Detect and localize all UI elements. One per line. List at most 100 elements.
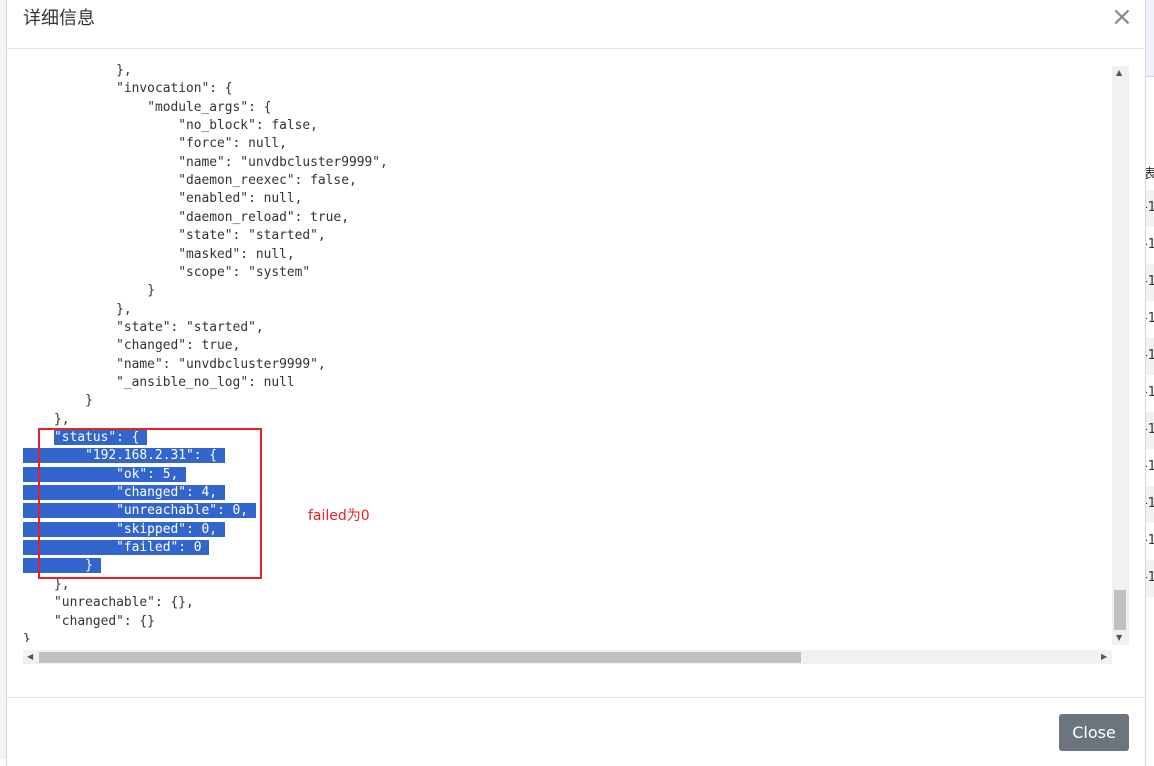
selected-text: "unreachable": 0, [23, 503, 256, 519]
code-line: "_ansible_no_log": null [23, 374, 295, 392]
code-text: }, [116, 301, 132, 317]
vertical-scroll-thumb[interactable] [1114, 590, 1126, 630]
selected-text: "changed": 4, [23, 485, 225, 501]
code-line: "daemon_reload": true, [23, 209, 349, 227]
background-row-text: -1 [1145, 200, 1154, 215]
code-text: "changed": {} [54, 613, 155, 629]
scroll-up-icon[interactable]: ▲ [1116, 68, 1123, 77]
code-line: } [23, 282, 155, 300]
code-line: "masked": null, [23, 246, 295, 264]
code-text: "enabled": null, [178, 191, 303, 207]
header-divider [7, 48, 1145, 49]
selected-text: "status": { [54, 430, 148, 445]
code-line: "force": null, [23, 135, 287, 153]
code-line: "no_block": false, [23, 117, 318, 135]
horizontal-scroll-thumb[interactable] [39, 652, 801, 663]
background-row-stripe [1145, 190, 1154, 227]
background-row-stripe [1145, 264, 1154, 301]
selected-text: } [23, 558, 101, 574]
footer-divider [7, 697, 1145, 698]
code-text: "name": "unvdbcluster9999", [116, 356, 326, 372]
code-text: "invocation": { [116, 81, 233, 97]
code-line: "unreachable": 0, [23, 502, 256, 520]
background-page-left [0, 0, 6, 759]
close-icon[interactable]: × [1111, 2, 1133, 32]
code-text: "no_block": false, [178, 118, 318, 134]
vertical-scrollbar[interactable]: ▲ ▼ [1112, 66, 1129, 645]
code-line: "state": "started", [23, 319, 264, 337]
selected-text: "ok": 5, [23, 466, 186, 482]
code-line: } [23, 557, 101, 575]
code-line: "state": "started", [23, 227, 326, 245]
background-row-text: -1 [1145, 385, 1154, 400]
background-row-text: -1 [1145, 496, 1154, 511]
dialog-title: 详细信息 [23, 8, 95, 29]
code-line: "changed": 4, [23, 484, 225, 502]
background-row-stripe [1145, 560, 1154, 597]
background-row-text: -1 [1145, 533, 1154, 548]
code-line: "changed": true, [23, 337, 240, 355]
background-row-text: -1 [1145, 237, 1154, 252]
code-text: } [23, 631, 31, 642]
code-text: "changed": true, [116, 338, 241, 354]
code-line: "invocation": { [23, 80, 233, 98]
code-line: "skipped": 0, [23, 521, 225, 539]
code-text: }, [116, 63, 132, 78]
background-header [1145, 0, 1154, 77]
code-text: }, [54, 576, 70, 592]
background-row-text: -1 [1145, 422, 1154, 437]
code-text: "masked": null, [178, 246, 295, 262]
code-line: "daemon_reexec": false, [23, 172, 357, 190]
background-page-right: 表 -1 -1 -1 -1 -1 -1 -1 -1 -1 -1 -1 [1145, 0, 1154, 759]
background-row-stripe [1145, 486, 1154, 523]
code-text: "state": "started", [178, 228, 326, 244]
code-text: "name": "unvdbcluster9999", [178, 154, 388, 170]
code-text: "module_args": { [147, 99, 272, 115]
code-line: "ok": 5, [23, 466, 186, 484]
background-row-text: -1 [1145, 459, 1154, 474]
annotation-note: failed为0 [308, 508, 370, 524]
code-line: "name": "unvdbcluster9999", [23, 154, 388, 172]
selected-text: "failed": 0 [23, 540, 210, 556]
scroll-down-icon[interactable]: ▼ [1116, 633, 1123, 642]
scroll-left-icon[interactable]: ◀ [27, 652, 34, 661]
details-dialog: 详细信息 × }, "invocation": { "module_args":… [6, 0, 1146, 766]
scroll-right-icon[interactable]: ▶ [1101, 652, 1108, 661]
code-line: }, [23, 301, 132, 319]
background-row-text: -1 [1145, 311, 1154, 326]
code-line: }, [23, 576, 70, 594]
code-line: "name": "unvdbcluster9999", [23, 356, 326, 374]
code-line: }, [23, 411, 70, 429]
code-text: } [85, 393, 93, 409]
code-text: }, [54, 411, 70, 427]
horizontal-scrollbar[interactable]: ◀ ▶ [23, 650, 1112, 664]
close-button[interactable]: Close [1059, 714, 1129, 751]
background-column-header: 表 [1145, 167, 1154, 182]
code-line: "unreachable": {}, [23, 594, 194, 612]
highlight-box [38, 428, 262, 579]
background-row-stripe [1145, 412, 1154, 449]
code-line: } [23, 631, 31, 642]
code-text: "_ansible_no_log": null [116, 374, 295, 390]
code-line: "module_args": { [23, 99, 271, 117]
selected-text: "192.168.2.31": { [23, 448, 225, 464]
code-text: "scope": "system" [178, 264, 311, 280]
code-text: "daemon_reload": true, [178, 209, 349, 225]
code-line: }, [23, 62, 132, 80]
code-line: "failed": 0 [23, 539, 210, 557]
background-row-text: -1 [1145, 570, 1154, 585]
background-row-stripe [1145, 338, 1154, 375]
json-output[interactable]: }, "invocation": { "module_args": { "no_… [23, 62, 1113, 642]
code-text: "state": "started", [116, 319, 264, 335]
background-row-text: -1 [1145, 348, 1154, 363]
code-line: "scope": "system" [23, 264, 310, 282]
code-text: "force": null, [178, 136, 287, 152]
code-text: } [147, 283, 155, 299]
selected-text: "skipped": 0, [23, 521, 225, 537]
code-line: "status": { [23, 429, 148, 447]
code-text: "unreachable": {}, [54, 595, 194, 611]
code-text: "daemon_reexec": false, [178, 173, 357, 189]
code-line: } [23, 392, 93, 410]
code-line: "changed": {} [23, 613, 155, 631]
background-row-text: -1 [1145, 274, 1154, 289]
